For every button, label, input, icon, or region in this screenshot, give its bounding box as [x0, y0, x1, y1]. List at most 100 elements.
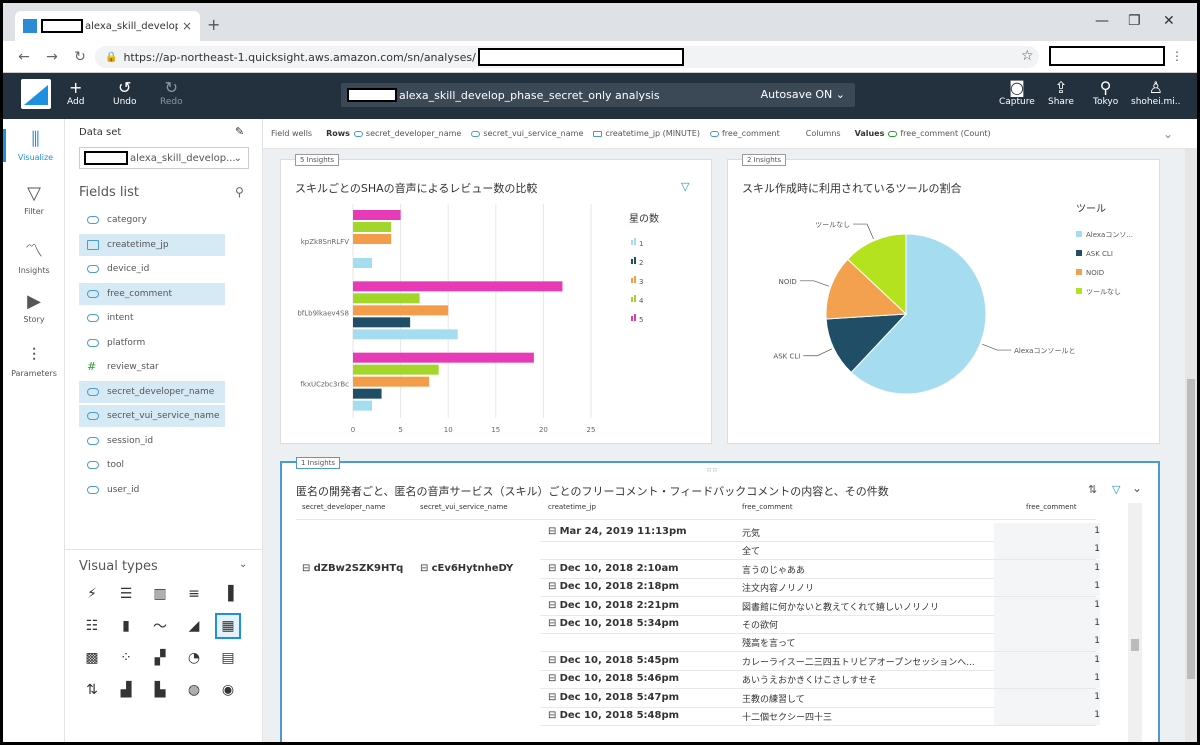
collapse-icon[interactable]: ⊟	[548, 618, 560, 629]
row-field-chip[interactable]: createtime_jp (MINUTE)	[593, 129, 700, 138]
pivot-table-visual[interactable]: 1 Insights ⠶⠶ 匿名の開発者ごと、匿名の音声サービス（スキル）ごとの…	[280, 457, 1160, 742]
drag-handle[interactable]: ⠶⠶	[706, 465, 718, 474]
field-item[interactable]: secret_vui_service_name	[79, 405, 225, 427]
table-row[interactable]: ⊟ Dec 10, 2018 5:46pm あいうえおかきくけこさしすせそ 1	[296, 670, 1100, 690]
tree-map-visual-icon[interactable]: ▞	[154, 650, 166, 666]
sort-visual-icon[interactable]: ⇅	[86, 682, 98, 698]
collapse-icon[interactable]: ⊟	[548, 562, 560, 574]
column-header[interactable]: createtime_jp	[548, 503, 596, 511]
column-header[interactable]: secret_developer_name	[302, 503, 386, 511]
redo-button[interactable]: ↻ Redo	[160, 79, 183, 108]
chevron-down-icon[interactable]: ⌄	[1132, 481, 1143, 495]
field-item[interactable]: # review_star	[79, 356, 225, 378]
scrollbar-thumb[interactable]	[1187, 379, 1195, 679]
chevron-down-icon[interactable]: ⌄	[239, 559, 248, 570]
table-row[interactable]: ⊟ Dec 10, 2018 2:18pm 注文内容ノリノリ 1	[296, 578, 1100, 598]
browser-menu-icon[interactable]: ⋮	[1171, 49, 1183, 63]
field-item[interactable]: createtime_jp	[79, 233, 225, 256]
stacked-bar-visual-icon[interactable]: ▐	[222, 586, 234, 602]
collapse-icon[interactable]: ⊟	[548, 526, 560, 537]
share-button[interactable]: ⇪ Share	[1048, 79, 1074, 108]
table-row[interactable]: ⊟ Dec 10, 2018 5:45pm カレーライスー二三四五トリビアオープン…	[296, 651, 1100, 671]
dataset-select[interactable]: alexa_skill_develop... ⌄	[79, 147, 249, 169]
pivot-table-visual-icon[interactable]: ▦	[215, 613, 241, 639]
collapse-icon[interactable]: ⊟	[548, 673, 560, 685]
area-chart-visual-icon[interactable]: ◢	[188, 618, 200, 634]
table-row[interactable]: 殘高を言って 1	[296, 633, 1100, 653]
table-scrollbar[interactable]	[1128, 503, 1142, 742]
scatter-plot-visual-icon[interactable]: ⁘	[120, 650, 132, 666]
horizontal-bar-visual-icon[interactable]: ☰	[119, 586, 133, 602]
undo-button[interactable]: ↺ Undo	[113, 79, 137, 108]
stacked-column-visual-icon[interactable]: ▮	[122, 618, 130, 634]
combo-line-visual-icon[interactable]: ▙	[154, 682, 166, 698]
browser-tab[interactable]: alexa_skill_develop_phase ×	[15, 11, 200, 41]
filter-icon[interactable]: ▽	[1112, 483, 1121, 496]
field-item[interactable]: device_id	[79, 258, 225, 280]
pencil-icon[interactable]: ✎	[235, 125, 245, 138]
minimize-icon[interactable]: —	[1095, 13, 1109, 29]
row-field-chip[interactable]: free_comment	[709, 129, 780, 138]
bar-chart-visual[interactable]: 5 Insights スキルごとのSHAの音声によるレビュー数の比較 ▽ 0 5 1…	[280, 154, 712, 444]
table-row[interactable]: ⊟ Dec 10, 2018 2:21pm 図書館に何かないと教えてくれて嬉しいノ…	[296, 596, 1100, 616]
swap-icon[interactable]: ⇅	[1088, 483, 1098, 496]
nav-parameters[interactable]: ⫶ Parameters	[3, 345, 65, 378]
page-scrollbar[interactable]	[1185, 149, 1197, 742]
tab-close-icon[interactable]: ×	[181, 19, 192, 33]
table-row[interactable]: ⊟ Dec 10, 2018 5:48pm 十二個セクシー四十三 1	[296, 707, 1100, 726]
stacked-bar-100-visual-icon[interactable]: ☷	[85, 618, 99, 634]
analysis-title[interactable]: alexa_skill_develop_phase_secret_only an…	[341, 83, 855, 107]
insights-badge[interactable]: 2 Insights	[742, 154, 787, 166]
nav-insights[interactable]: 〽 Insights	[3, 237, 65, 275]
field-item[interactable]: user_id	[79, 479, 225, 501]
collapse-icon[interactable]: ⊟	[548, 691, 560, 703]
collapse-icon[interactable]: ⊟	[302, 562, 314, 574]
gauge-visual-icon[interactable]: ◍	[187, 682, 201, 698]
forward-icon[interactable]: →	[46, 48, 58, 65]
scrollbar-thumb[interactable]	[1131, 639, 1139, 651]
field-item[interactable]: intent	[79, 307, 225, 329]
line-chart-visual-icon[interactable]: 〜	[153, 619, 167, 635]
add-button[interactable]: + Add	[67, 79, 84, 108]
column-header[interactable]: free_comment	[1026, 503, 1077, 511]
pie-chart-visual[interactable]: 2 Insights スキル作成時に利用されているツールの割合 Alexaコンソ…	[727, 154, 1160, 444]
maximize-icon[interactable]: ❐	[1128, 13, 1141, 29]
value-field-chip[interactable]: free_comment (Count)	[888, 129, 991, 138]
combo-chart-visual-icon[interactable]: ▟	[120, 682, 132, 698]
filter-icon[interactable]: ▽	[681, 180, 690, 193]
table-row[interactable]: ⊟ Mar 24, 2019 11:13pm 元気 1	[296, 523, 1100, 542]
column-header[interactable]: free_comment	[742, 503, 793, 511]
chevron-down-icon[interactable]: ⌄	[1162, 126, 1173, 141]
column-header[interactable]: secret_vui_service_name	[420, 503, 508, 511]
bookmark-star-icon[interactable]: ☆	[1021, 48, 1034, 64]
row-field-chip[interactable]: secret_developer_name	[353, 129, 461, 138]
close-window-icon[interactable]: ✕	[1163, 13, 1175, 29]
field-item[interactable]: category	[79, 209, 225, 231]
nav-visualize[interactable]: ⫼ Visualize	[3, 129, 65, 162]
capture-button[interactable]: ◙ Capture	[999, 79, 1035, 108]
kpi-visual-icon[interactable]: ◉	[221, 682, 235, 698]
user-menu[interactable]: ♙ shohei.mi..	[1131, 79, 1181, 108]
new-tab-icon[interactable]: +	[207, 15, 221, 34]
table-row[interactable]: ⊟ dZBw2SZK9HTq ⊟ cEv6HytnheDY ⊟ Dec 10, 20…	[296, 559, 1100, 579]
nav-filter[interactable]: ▽ Filter	[3, 183, 65, 216]
collapse-icon[interactable]: ⊟	[548, 710, 560, 721]
table-row[interactable]: ⊟ Dec 10, 2018 5:34pm その欲何 1	[296, 615, 1100, 634]
collapse-icon[interactable]: ⊟	[548, 581, 560, 593]
row-field-chip[interactable]: secret_vui_service_name	[471, 129, 583, 138]
field-item[interactable]: secret_developer_name	[79, 380, 225, 403]
field-item[interactable]: free_comment	[79, 282, 225, 305]
quicksight-logo[interactable]	[21, 79, 51, 109]
table-row[interactable]: 全て 1	[296, 541, 1100, 561]
table-row[interactable]: ⊟ Dec 10, 2018 5:47pm 王教の練習して 1	[296, 688, 1100, 708]
collapse-icon[interactable]: ⊟	[548, 599, 560, 611]
region-button[interactable]: ⚲ Tokyo	[1093, 79, 1118, 108]
autosave-toggle[interactable]: Autosave ON ⌄	[761, 88, 845, 101]
collapse-icon[interactable]: ⊟	[548, 654, 560, 666]
back-icon[interactable]: ←	[18, 48, 30, 65]
table-visual-icon[interactable]: ▤	[221, 650, 235, 666]
field-item[interactable]: session_id	[79, 430, 225, 452]
reload-icon[interactable]: ↻	[74, 48, 86, 65]
collapse-icon[interactable]: ⊟	[420, 562, 432, 574]
heat-map-visual-icon[interactable]: ▩	[85, 650, 99, 666]
